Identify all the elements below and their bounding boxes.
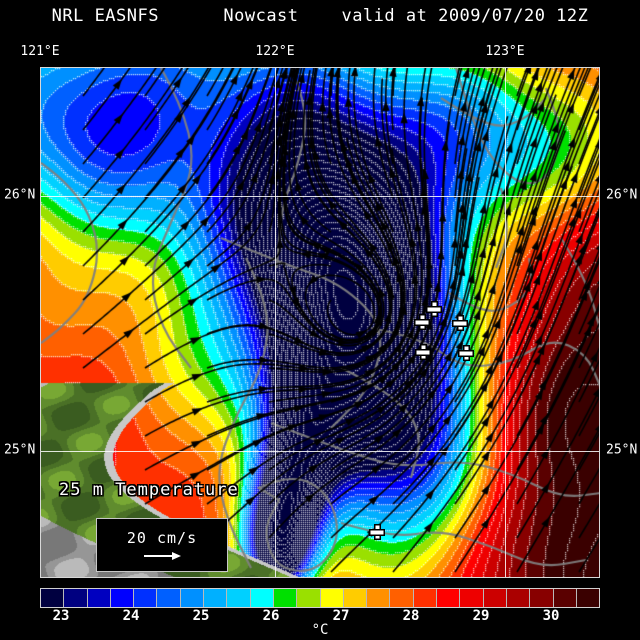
colorbar-tick-29: 29 <box>472 608 490 624</box>
station-marker[interactable] <box>459 346 473 360</box>
lat-tick-25n-right: 25°N <box>606 442 638 458</box>
lat-tick-25n-left: 25°N <box>4 442 36 458</box>
station-marker[interactable] <box>453 316 467 330</box>
colorbar-tick-24: 24 <box>122 608 140 624</box>
colorbar-swatch <box>483 589 507 607</box>
colorbar-tick-28: 28 <box>402 608 420 624</box>
colorbar-swatch <box>227 589 251 607</box>
colorbar-swatch <box>87 589 111 607</box>
lat-tick-26n-left: 26°N <box>4 187 36 203</box>
station-marker[interactable] <box>416 345 430 359</box>
colorbar-swatch <box>134 589 158 607</box>
colorbar-swatch <box>460 589 484 607</box>
colorbar-swatch <box>437 589 461 607</box>
colorbar-swatch <box>64 589 88 607</box>
field-label: 25 m Temperature <box>59 480 239 500</box>
colorbar-swatch <box>41 589 65 607</box>
colorbar-tick-23: 23 <box>52 608 70 624</box>
colorbar-tick-25: 25 <box>192 608 210 624</box>
colorbar-swatch <box>413 589 438 607</box>
map-canvas-stack <box>41 68 599 577</box>
colorbar-swatch <box>530 589 554 607</box>
colorbar-swatch <box>367 589 391 607</box>
colorbar-swatch <box>390 589 414 607</box>
lon-tick-122e: 122°E <box>255 44 295 59</box>
lat-tick-26n-right: 26°N <box>606 187 638 203</box>
colorbar-swatch <box>157 589 181 607</box>
colorbar-tick-26: 26 <box>262 608 280 624</box>
page-title: NRL EASNFS Nowcast valid at 2009/07/20 1… <box>51 6 589 26</box>
colorbar-swatch <box>320 589 344 607</box>
station-marker[interactable] <box>427 302 441 316</box>
vector-scale-box: 20 cm/s <box>96 518 228 572</box>
colorbar-swatch <box>343 589 368 607</box>
streamline-contour-canvas <box>41 68 599 577</box>
colorbar-tick-27: 27 <box>332 608 350 624</box>
lon-tick-123e: 123°E <box>485 44 525 59</box>
map-plot-area[interactable]: 25 m Temperature 20 cm/s <box>40 67 600 578</box>
colorbar-swatch <box>576 589 600 607</box>
colorbar-swatch <box>110 589 135 607</box>
colorbar-tick-30: 30 <box>542 608 560 624</box>
colorbar-swatch <box>297 589 321 607</box>
colorbar-swatch <box>273 589 298 607</box>
vector-scale-label: 20 cm/s <box>126 529 198 547</box>
temperature-colorbar[interactable] <box>40 588 600 608</box>
station-marker[interactable] <box>370 525 384 539</box>
colorbar-swatch <box>553 589 577 607</box>
lon-tick-121e: 121°E <box>20 44 60 59</box>
colorbar-swatch <box>506 589 531 607</box>
colorbar-swatch <box>250 589 274 607</box>
colorbar-unit-label: °C <box>311 622 329 638</box>
colorbar-swatch <box>180 589 205 607</box>
station-marker[interactable] <box>415 315 429 329</box>
vector-scale-arrow-icon <box>144 552 181 560</box>
colorbar-swatch <box>204 589 228 607</box>
